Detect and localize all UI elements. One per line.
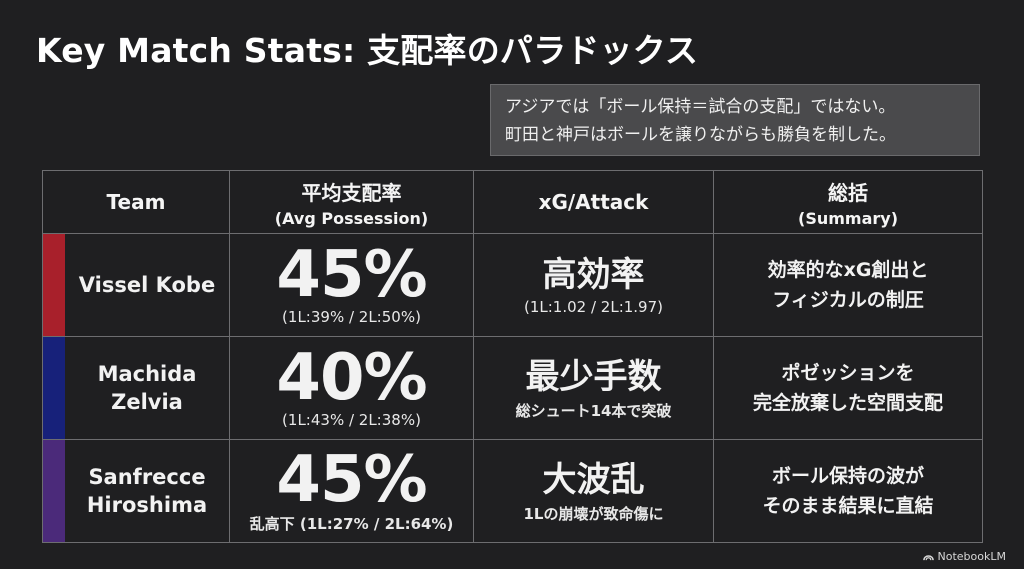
team-cell: Sanfrecce Hiroshima — [42, 439, 230, 543]
possession-value: 45% — [276, 238, 427, 312]
possession-cell: 45% 乱高下 (1L:27% / 2L:64%) — [229, 439, 474, 543]
team-color-bar — [43, 234, 65, 336]
callout-line-1: アジアでは「ボール保持＝試合の支配」ではない。 — [505, 97, 896, 117]
summary-cell: 効率的なxG創出と フィジカルの制圧 — [713, 233, 983, 337]
possession-detail: (1L:39% / 2L:50%) — [282, 308, 421, 326]
team-name-line-2: Zelvia — [111, 390, 183, 414]
header-xg-label: xG/Attack — [538, 190, 649, 214]
header-possession-sub: (Avg Possession) — [274, 208, 429, 228]
xg-detail: 1Lの崩壊が致命傷に — [523, 504, 664, 523]
header-summary-main: 総括 — [828, 180, 868, 205]
possession-detail: 乱高下 (1L:27% / 2L:64%) — [249, 514, 454, 533]
team-name-line-1: Vissel Kobe — [78, 273, 216, 297]
header-row: Team 平均支配率 (Avg Possession) xG/Attack 総括… — [42, 170, 983, 234]
possession-cell: 45% (1L:39% / 2L:50%) — [229, 233, 474, 337]
header-team: Team — [42, 170, 230, 234]
table-row: Sanfrecce Hiroshima 45% 乱高下 (1L:27% / 2L… — [42, 439, 983, 543]
team-name: Machida Zelvia — [43, 360, 229, 416]
xg-main: 高効率 — [542, 255, 645, 295]
xg-detail: 総シュート14本で突破 — [515, 401, 672, 420]
team-cell: Vissel Kobe — [42, 233, 230, 337]
callout-box: アジアでは「ボール保持＝試合の支配」ではない。 町田と神戸はボールを譲りながらも… — [490, 84, 980, 156]
possession-detail: (1L:43% / 2L:38%) — [282, 411, 421, 429]
watermark-text: NotebookLM — [937, 550, 1006, 563]
callout-line-2: 町田と神戸はボールを譲りながらも勝負を制した。 — [505, 125, 896, 145]
possession-value: 40% — [276, 341, 427, 415]
team-name-line-1: Machida — [97, 362, 197, 386]
header-possession-main: 平均支配率 — [301, 180, 402, 205]
xg-cell: 最少手数 総シュート14本で突破 — [473, 336, 714, 440]
notebooklm-logo-icon — [922, 555, 934, 561]
summary-line-1: ポゼッションを — [781, 362, 915, 384]
team-name-line-2: Hiroshima — [86, 493, 208, 517]
summary-cell: ボール保持の波が そのまま結果に直結 — [713, 439, 983, 543]
summary-line-2: そのまま結果に直結 — [762, 495, 934, 517]
team-color-bar — [43, 440, 65, 542]
summary-cell: ポゼッションを 完全放棄した空間支配 — [713, 336, 983, 440]
xg-detail: (1L:1.02 / 2L:1.97) — [524, 298, 663, 316]
header-possession: 平均支配率 (Avg Possession) — [229, 170, 474, 234]
header-summary-sub: (Summary) — [798, 208, 898, 228]
page-title: Key Match Stats: 支配率のパラドックス — [36, 31, 699, 70]
summary-line-2: フィジカルの制圧 — [772, 289, 924, 311]
summary-line-1: 効率的なxG創出と — [767, 259, 929, 281]
summary-line-2: 完全放棄した空間支配 — [752, 392, 943, 414]
xg-main: 最少手数 — [525, 356, 662, 397]
team-name-line-1: Sanfrecce — [88, 465, 206, 489]
header-summary: 総括 (Summary) — [713, 170, 983, 234]
summary-line-1: ボール保持の波が — [771, 465, 924, 487]
team-name: Sanfrecce Hiroshima — [43, 463, 229, 519]
team-color-bar — [43, 337, 65, 439]
stats-table: Team 平均支配率 (Avg Possession) xG/Attack 総括… — [42, 170, 983, 543]
possession-value: 45% — [276, 442, 427, 517]
xg-cell: 大波乱 1Lの崩壊が致命傷に — [473, 439, 714, 543]
team-name: Vissel Kobe — [43, 271, 229, 299]
watermark: NotebookLM — [922, 550, 1006, 563]
team-cell: Machida Zelvia — [42, 336, 230, 440]
table-row: Vissel Kobe 45% (1L:39% / 2L:50%) 高効率 (1… — [42, 233, 983, 337]
xg-main: 大波乱 — [542, 459, 645, 500]
possession-cell: 40% (1L:43% / 2L:38%) — [229, 336, 474, 440]
table-row: Machida Zelvia 40% (1L:43% / 2L:38%) 最少手… — [42, 336, 983, 440]
header-xg: xG/Attack — [473, 170, 714, 234]
header-team-label: Team — [106, 190, 166, 214]
xg-cell: 高効率 (1L:1.02 / 2L:1.97) — [473, 233, 714, 337]
